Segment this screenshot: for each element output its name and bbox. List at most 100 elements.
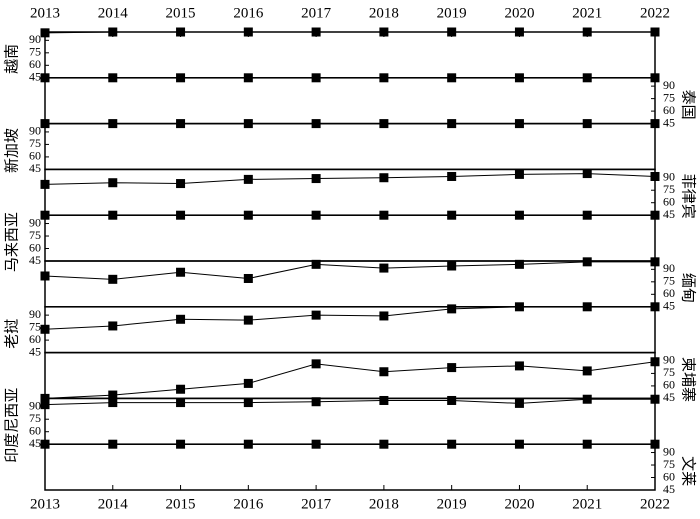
marker: [311, 73, 321, 83]
marker: [650, 439, 660, 449]
panel-frame: [44, 306, 656, 354]
y-tick-label: 60: [663, 103, 675, 117]
x-tick-label: 2016: [233, 496, 264, 512]
line: [44, 306, 655, 330]
marker: [514, 73, 524, 83]
panel-frame: [44, 443, 656, 491]
marker: [514, 119, 524, 129]
marker: [176, 267, 186, 277]
marker: [311, 174, 321, 184]
marker: [514, 169, 524, 179]
x-tick-label: 2021: [572, 496, 602, 512]
panel-frame: [44, 77, 656, 125]
marker: [40, 179, 50, 189]
marker: [379, 27, 389, 37]
marker: [582, 119, 592, 129]
marker: [379, 439, 389, 449]
marker: [311, 310, 321, 320]
panel-frame: [44, 397, 656, 445]
y-tick-label: 90: [29, 124, 41, 138]
marker: [243, 119, 253, 129]
x-tick-label-top: 2022: [640, 5, 670, 21]
marker: [514, 439, 524, 449]
marker: [243, 210, 253, 220]
marker: [243, 439, 253, 449]
x-tick-label-top: 2020: [504, 5, 534, 21]
marker: [582, 27, 592, 37]
y-tick-label: 90: [29, 215, 41, 229]
y-tick-label: 90: [29, 32, 41, 46]
marker: [108, 398, 118, 408]
marker: [650, 73, 660, 83]
marker: [650, 210, 660, 220]
marker: [447, 119, 457, 129]
marker: [176, 384, 186, 394]
y-tick-label: 90: [663, 444, 675, 458]
x-tick-label: 2018: [369, 496, 399, 512]
marker: [311, 359, 321, 369]
marker: [650, 302, 660, 312]
panel-label: 缅甸: [680, 273, 698, 303]
y-tick-label: 45: [29, 253, 41, 267]
x-tick-label-top: 2016: [233, 5, 264, 21]
marker: [379, 395, 389, 405]
x-tick-label-top: 2018: [369, 5, 399, 21]
y-tick-label: 60: [663, 378, 675, 392]
x-tick-label: 2022: [640, 496, 670, 512]
marker: [447, 363, 457, 373]
x-tick-label-top: 2015: [166, 5, 196, 21]
marker: [243, 378, 253, 388]
marker: [514, 210, 524, 220]
marker: [582, 210, 592, 220]
y-tick-label: 75: [663, 457, 675, 471]
panel-label: 泰国: [680, 90, 698, 120]
marker: [311, 119, 321, 129]
marker: [650, 27, 660, 37]
x-tick-label-top: 2017: [301, 5, 332, 21]
marker: [176, 119, 186, 129]
marker: [243, 315, 253, 325]
marker: [447, 73, 457, 83]
marker: [379, 119, 389, 129]
marker: [447, 261, 457, 271]
marker: [108, 119, 118, 129]
y-tick-label: 45: [29, 161, 41, 175]
marker: [311, 439, 321, 449]
panel-frame: [44, 168, 656, 216]
x-tick-label: 2013: [30, 496, 60, 512]
marker: [514, 259, 524, 269]
y-tick-label: 90: [29, 398, 41, 412]
marker: [379, 367, 389, 377]
marker: [447, 27, 457, 37]
panel-label: 柬埔寨: [680, 357, 698, 402]
x-tick-label-top: 2014: [98, 5, 129, 21]
marker: [176, 398, 186, 408]
marker: [108, 274, 118, 284]
panel-frame: [44, 122, 656, 171]
marker: [243, 73, 253, 83]
marker: [650, 257, 660, 267]
marker: [108, 321, 118, 331]
marker: [243, 273, 253, 283]
marker: [40, 271, 50, 281]
marker: [582, 394, 592, 404]
y-tick-label: 75: [663, 90, 675, 104]
marker: [514, 398, 524, 408]
x-tick-label: 2019: [437, 496, 467, 512]
marker: [650, 171, 660, 181]
marker: [582, 366, 592, 376]
marker: [108, 210, 118, 220]
marker: [40, 28, 50, 38]
x-tick-label-top: 2013: [30, 5, 60, 21]
marker: [311, 259, 321, 269]
marker: [650, 119, 660, 129]
marker: [176, 27, 186, 37]
marker: [176, 73, 186, 83]
marker: [379, 210, 389, 220]
marker: [447, 171, 457, 181]
y-tick-label: 90: [663, 353, 675, 367]
line: [44, 173, 656, 185]
marker: [40, 119, 50, 129]
marker: [447, 395, 457, 405]
